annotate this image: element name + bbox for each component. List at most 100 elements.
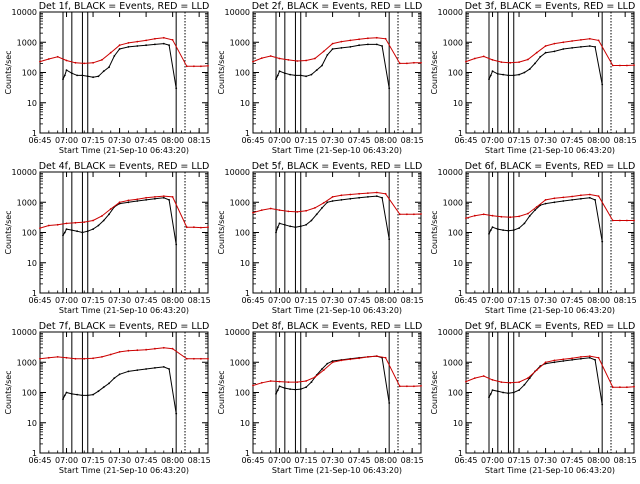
lld-data-point [626,64,628,67]
y-tick-label: 10000 [12,168,37,177]
lld-data-point [252,384,254,387]
x-tick-label: 08:00 [587,136,610,145]
lld-data-point [200,226,202,229]
lld-data-point [331,361,334,364]
events-data-point [162,196,165,199]
lld-data-point [340,194,343,197]
events-data-point [294,226,297,229]
events-data-point [528,68,531,70]
lld-data-point [580,356,582,358]
plot-frame [465,11,635,134]
lld-data-point [491,214,494,217]
events-data-point [528,215,531,217]
lld-data-point [118,44,121,47]
x-tick-label: 06:45 [454,136,477,145]
events-data-point [305,386,307,389]
events-data-point [588,196,591,199]
events-data-point [113,377,116,379]
y-tick-label: 1 [32,449,37,458]
events-data-point [65,228,68,231]
events-data-point [299,388,302,390]
lld-data-point [509,381,512,384]
events-data-point [326,362,329,365]
y-axis-label: Counts/sec [4,210,13,254]
events-data-point [580,357,582,360]
lld-data-point [588,193,591,196]
lld-data-point [358,192,360,195]
events-data-point [491,70,494,73]
lld-data-point [145,196,148,199]
events-data-point [349,46,352,48]
lld-data-point [83,357,86,360]
events-data-point [97,224,100,227]
lld-data-point [413,213,415,216]
y-tick-label: 100 [448,229,463,238]
lld-data-point [544,45,547,47]
plot-frame [39,331,209,454]
events-data-point [86,230,89,233]
events-data-point [488,78,490,81]
y-tick-label: 10000 [225,328,250,337]
events-data-point [381,196,383,199]
events-data-point [488,396,490,399]
x-axis-label: Start Time (21-Sep-10 06:43:20) [59,146,189,155]
events-data-point [523,383,526,386]
lld-data-point [193,226,195,229]
events-data-point [594,199,596,201]
events-data-point [512,391,515,394]
lld-data-point [101,215,103,217]
events-data-point [62,78,64,81]
x-tick-label: 07:15 [82,296,105,305]
events-data-point [275,231,277,234]
events-data-point [310,381,313,383]
events-data-point [283,387,286,389]
lld-data-point [619,386,621,389]
lld-data-point [375,36,378,39]
lld-data-point [527,212,529,215]
events-data-point [571,199,573,201]
events-data-point [168,199,171,201]
events-data-point [562,360,565,362]
x-tick-label: 07:15 [82,456,105,465]
events-data-point [175,243,178,246]
lld-data-point [482,375,485,377]
lld-data-point [375,191,378,194]
events-data-point [601,240,604,243]
y-tick-label: 100 [22,69,37,78]
events-series-line [488,45,603,85]
y-axis-label: Counts/sec [217,370,226,414]
x-tick-label: 06:45 [241,136,264,145]
events-data-point [278,222,281,225]
lld-data-point [626,386,628,389]
lld-data-point [473,57,476,60]
events-data-point [305,75,307,78]
x-tick-label: 06:45 [454,456,477,465]
lld-series-line [39,37,209,67]
x-tick-label: 07:45 [135,136,158,145]
events-data-point [127,370,130,373]
lld-data-point [527,377,529,379]
events-data-point [294,388,297,391]
lld-data-point [611,219,614,222]
events-data-point [489,229,492,232]
lld-data-point [349,193,352,196]
lld-series-line [252,37,421,64]
y-tick-label: 10000 [12,328,37,337]
events-data-point [489,74,492,77]
y-tick-label: 1000 [443,38,463,47]
lld-data-point [92,219,94,222]
detector-panel-1: Det 1f, BLACK = Events, RED = LLD Counts/… [4,1,211,155]
lld-data-point [118,351,121,353]
x-tick-label: 07:30 [534,136,557,145]
lld-data-point [626,219,628,222]
lld-data-point [92,357,94,360]
events-data-point [496,390,499,393]
y-tick-label: 10000 [438,8,463,17]
x-tick-label: 07:15 [295,456,318,465]
events-data-point [283,72,286,75]
lld-data-point [162,346,165,349]
y-axis-label: Counts/sec [217,50,226,94]
lld-data-point [269,380,272,382]
x-tick-label: 07:45 [561,136,584,145]
